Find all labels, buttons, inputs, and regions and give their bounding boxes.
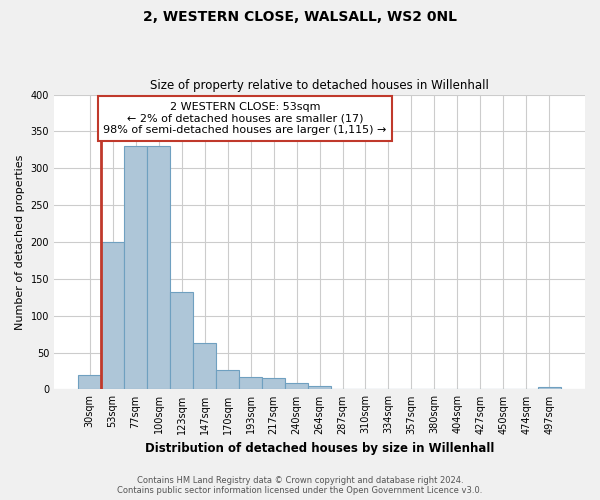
Bar [78, 374, 101, 390]
Bar [285, 383, 308, 390]
Text: 2, WESTERN CLOSE, WALSALL, WS2 0NL: 2, WESTERN CLOSE, WALSALL, WS2 0NL [143, 10, 457, 24]
Bar [124, 146, 147, 390]
Bar [308, 386, 331, 390]
X-axis label: Distribution of detached houses by size in Willenhall: Distribution of detached houses by size … [145, 442, 494, 455]
Bar [193, 343, 216, 390]
Bar [170, 292, 193, 390]
Bar [515, 388, 538, 390]
Text: 2 WESTERN CLOSE: 53sqm
← 2% of detached houses are smaller (17)
98% of semi-deta: 2 WESTERN CLOSE: 53sqm ← 2% of detached … [103, 102, 387, 135]
Bar [538, 387, 561, 390]
Bar [147, 146, 170, 390]
Y-axis label: Number of detached properties: Number of detached properties [15, 154, 25, 330]
Bar [262, 378, 285, 390]
Bar [239, 377, 262, 390]
Title: Size of property relative to detached houses in Willenhall: Size of property relative to detached ho… [150, 79, 489, 92]
Bar [331, 388, 354, 390]
Bar [101, 242, 124, 390]
Text: Contains HM Land Registry data © Crown copyright and database right 2024.
Contai: Contains HM Land Registry data © Crown c… [118, 476, 482, 495]
Bar [216, 370, 239, 390]
